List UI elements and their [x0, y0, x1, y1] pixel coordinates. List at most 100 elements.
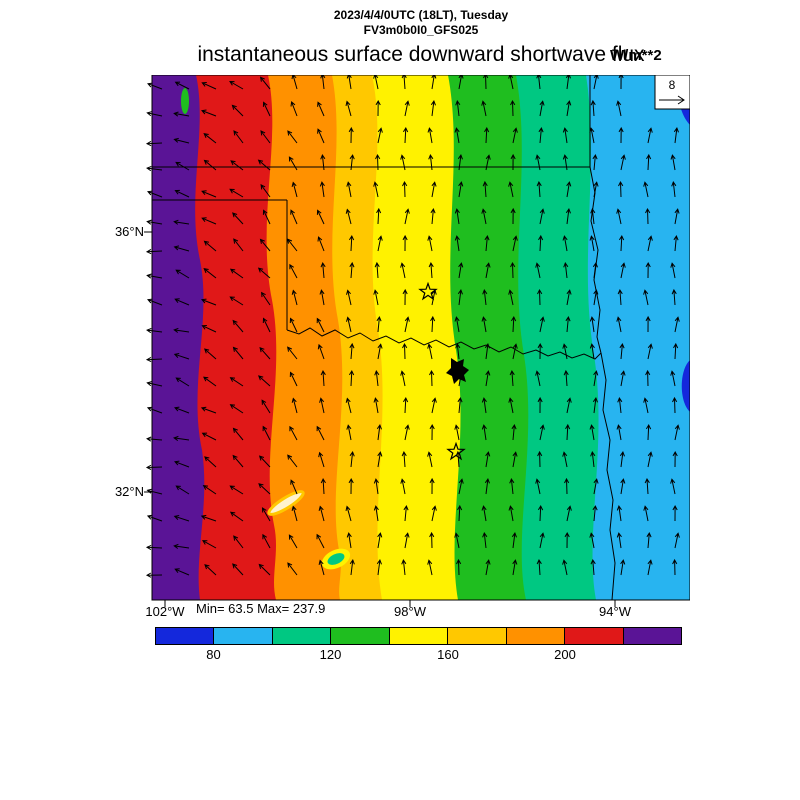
- wind-arrow: [562, 235, 568, 252]
- wind-arrow: [147, 190, 163, 198]
- wind-arrow: [145, 248, 163, 255]
- wind-arrow: [146, 219, 163, 225]
- wind-arrow: [373, 289, 379, 306]
- wind-arrow: [317, 236, 325, 252]
- wind-arrow: [173, 245, 190, 252]
- wind-arrow: [287, 346, 298, 360]
- wind-arrow: [349, 559, 355, 576]
- wind-arrow: [346, 316, 352, 333]
- wind-arrow: [174, 298, 190, 306]
- wind-arrow: [565, 208, 571, 225]
- flux-fill-bands: [152, 75, 690, 600]
- wind-arrow: [290, 479, 298, 495]
- wind-arrow: [673, 235, 679, 252]
- wind-arrow: [404, 316, 410, 333]
- wind-arrow: [173, 543, 190, 549]
- wind-arrow: [375, 153, 381, 171]
- wind-arrow: [259, 76, 271, 90]
- wind-arrow: [146, 166, 163, 172]
- wind-arrow: [673, 127, 679, 144]
- wind-arrow: [564, 477, 570, 495]
- wind-arrow: [620, 262, 626, 279]
- reference-vector-label: 8: [669, 78, 676, 92]
- wind-arrow: [458, 262, 464, 279]
- wind-arrow: [645, 369, 651, 387]
- wind-arrow: [457, 154, 463, 171]
- wind-arrow: [262, 209, 271, 225]
- wind-arrow: [173, 137, 190, 144]
- wind-arrow: [291, 397, 298, 414]
- colorbar-cell: [623, 628, 681, 644]
- wind-arrow: [259, 347, 271, 360]
- wind-arrow: [373, 505, 379, 522]
- wind-arrow: [647, 559, 653, 576]
- wind-arrow: [430, 100, 436, 117]
- wind-arrow: [454, 127, 460, 144]
- wind-arrow: [565, 423, 571, 441]
- wind-arrow: [481, 208, 487, 225]
- wind-arrow: [672, 504, 678, 522]
- wind-arrow: [258, 483, 271, 495]
- wind-arrow: [429, 423, 435, 441]
- plot-title: instantaneous surface downward shortwave…: [197, 43, 645, 66]
- wind-arrow: [536, 558, 542, 576]
- wind-arrow: [317, 101, 325, 117]
- wind-arrow: [431, 505, 437, 522]
- header-model-name: FV3m0b0I0_GFS025: [363, 23, 479, 37]
- wind-arrow: [345, 505, 352, 522]
- wind-arrow: [287, 562, 298, 576]
- wind-arrow: [645, 315, 651, 333]
- wind-arrow: [174, 568, 190, 576]
- wind-arrow: [203, 240, 217, 252]
- wind-arrow: [320, 262, 326, 279]
- wind-arrow: [233, 130, 244, 144]
- colorbar: 80 120 160 200: [155, 627, 682, 669]
- wind-arrow: [646, 153, 652, 171]
- wind-arrow: [429, 531, 435, 549]
- wind-arrow: [320, 75, 326, 90]
- plot-frame: [144, 75, 690, 607]
- wind-arrow: [345, 208, 352, 225]
- flux-anomaly-teal-spot: [327, 553, 345, 565]
- wind-arrow: [508, 397, 514, 414]
- wind-arrow: [374, 370, 380, 387]
- wind-arrow: [291, 289, 298, 306]
- wind-arrow: [201, 540, 217, 549]
- wind-arrow: [645, 207, 651, 225]
- wind-arrow: [320, 154, 326, 171]
- wind-arrow: [511, 424, 517, 441]
- wind-arrow: [512, 127, 518, 144]
- wind-arrow: [670, 154, 676, 171]
- wind-arrow: [404, 424, 410, 441]
- wind-arrow: [317, 128, 325, 144]
- wind-arrow: [536, 180, 542, 198]
- wind-arrow: [229, 511, 244, 522]
- wind-arrow: [481, 397, 487, 414]
- colorbar-cell: [156, 628, 215, 644]
- wind-arrow: [510, 153, 516, 171]
- wind-arrow: [616, 208, 622, 225]
- wind-arrow: [454, 532, 460, 549]
- wind-arrow: [201, 432, 217, 441]
- wind-arrow: [320, 477, 326, 495]
- wind-arrow: [509, 369, 515, 387]
- wind-arrow: [175, 269, 190, 279]
- wind-arrow: [643, 397, 649, 414]
- wind-arrow: [402, 288, 408, 306]
- x-axis-label-98w: 98°W: [394, 604, 426, 619]
- wind-arrow: [377, 451, 383, 468]
- wind-arrow: [457, 504, 463, 522]
- wind-arrow: [616, 316, 622, 333]
- wind-arrow: [617, 397, 623, 414]
- wind-arrow: [482, 532, 488, 549]
- wind-arrow: [592, 505, 598, 522]
- wind-arrow: [643, 505, 649, 522]
- wind-arrow: [229, 485, 244, 495]
- wind-arrow: [620, 559, 626, 576]
- wind-arrow: [202, 484, 217, 495]
- wind-arrow: [232, 427, 244, 441]
- wind-arrow: [376, 424, 382, 441]
- wind-arrow: [261, 291, 271, 306]
- wind-arrow: [509, 478, 515, 495]
